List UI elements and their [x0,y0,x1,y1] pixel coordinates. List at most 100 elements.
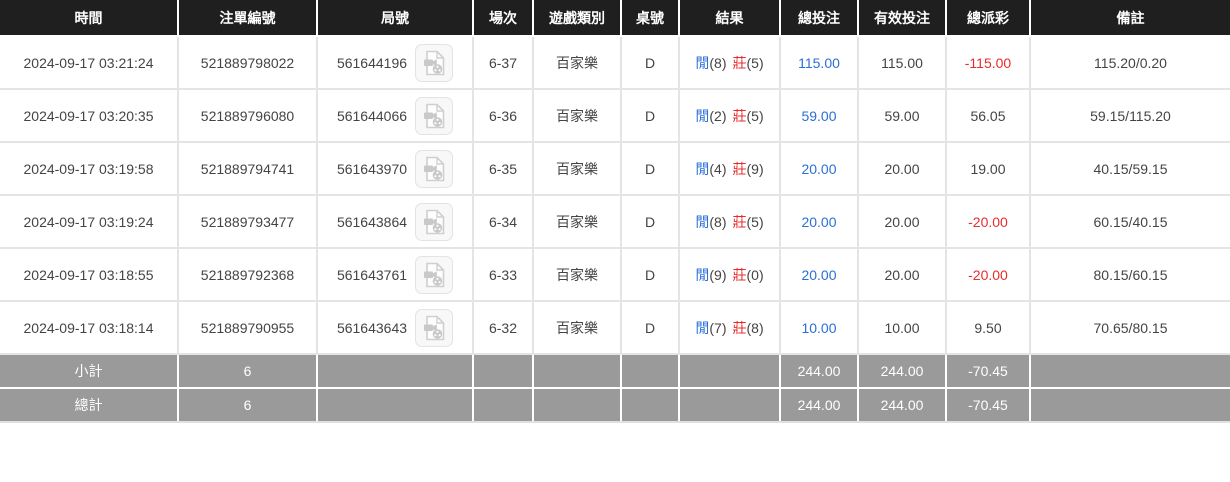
cell-remark: 59.15/115.20 [1030,89,1230,143]
cell-result: 閒(2) 莊(5) [679,89,781,143]
table-row: 2024-09-17 03:18:55 521889792368 5616437… [0,248,1230,302]
cell-game-type: 百家樂 [533,301,622,355]
round-id-text: 561643761 [336,266,408,283]
banker-result-label: 莊 [732,54,747,71]
player-result-score: (7) [709,319,727,336]
round-id-text: 561643643 [336,319,408,336]
cell-remark: 60.15/40.15 [1030,195,1230,249]
cell-total-payout: 9.50 [946,301,1031,355]
video-replay-button[interactable] [415,149,454,188]
cell-total-payout: -20.00 [946,195,1031,249]
player-result-label: 閒 [695,54,710,71]
cell-remark: 115.20/0.20 [1030,36,1230,90]
summary-empty-cell [473,354,534,389]
cell-valid-bet: 10.00 [858,301,947,355]
cell-session: 6-36 [473,89,534,143]
cell-round-id: 561643643 [317,301,474,355]
col-header-game-type: 遊戲類別 [533,0,622,37]
cell-table-no: D [621,195,680,249]
cell-result: 閒(7) 莊(8) [679,301,781,355]
player-result-label: 閒 [695,107,710,124]
cell-remark: 40.15/59.15 [1030,142,1230,196]
cell-session: 6-33 [473,248,534,302]
cell-valid-bet: 20.00 [858,248,947,302]
table-row: 2024-09-17 03:19:58 521889794741 5616439… [0,142,1230,196]
cell-result: 閒(9) 莊(0) [679,248,781,302]
cell-game-type: 百家樂 [533,36,622,90]
player-result-label: 閒 [695,319,710,336]
banker-result-label: 莊 [732,213,747,230]
banker-result-label: 莊 [732,160,747,177]
bet-history-table: 時間 注單編號 局號 場次 遊戲類別 桌號 結果 總投注 有效投注 總派彩 備註… [0,0,1230,423]
round-id-text: 561643970 [336,160,408,177]
cell-total-payout: 56.05 [946,89,1031,143]
player-result-label: 閒 [695,160,710,177]
subtotal-row: 小計 6 244.00 244.00 -70.45 [0,354,1230,389]
cell-round-id: 561644066 [317,89,474,143]
player-result-label: 閒 [695,213,710,230]
video-replay-button[interactable] [415,255,454,294]
summary-empty-cell [533,354,622,389]
banker-result-score: (9) [746,160,764,177]
cell-remark: 70.65/80.15 [1030,301,1230,355]
cell-time: 2024-09-17 03:18:55 [0,248,179,302]
summary-empty-cell [679,354,781,389]
summary-total-payout: -70.45 [946,354,1031,389]
cell-session: 6-35 [473,142,534,196]
cell-total-bet: 20.00 [780,195,859,249]
player-result-score: (4) [709,160,727,177]
col-header-total-bet: 總投注 [780,0,859,37]
cell-remark: 80.15/60.15 [1030,248,1230,302]
cell-table-no: D [621,301,680,355]
summary-total-bet: 244.00 [780,354,859,389]
video-file-icon [424,209,445,234]
video-replay-button[interactable] [415,96,454,135]
round-id-text: 561644066 [336,107,408,124]
cell-session: 6-32 [473,301,534,355]
col-header-result: 結果 [679,0,781,37]
cell-total-payout: -115.00 [946,36,1031,90]
cell-game-type: 百家樂 [533,195,622,249]
video-file-icon [424,156,445,181]
col-header-table-no: 桌號 [621,0,680,37]
cell-time: 2024-09-17 03:19:58 [0,142,179,196]
player-result-score: (8) [709,213,727,230]
summary-label: 小計 [0,354,179,389]
cell-total-payout: 19.00 [946,142,1031,196]
round-id-text: 561643864 [336,213,408,230]
col-header-remark: 備註 [1030,0,1230,37]
video-file-icon [424,315,445,340]
cell-result: 閒(8) 莊(5) [679,36,781,90]
banker-result-score: (5) [746,107,764,124]
video-replay-button[interactable] [415,43,454,82]
table-row: 2024-09-17 03:20:35 521889796080 5616440… [0,89,1230,143]
cell-round-id: 561643970 [317,142,474,196]
table-row: 2024-09-17 03:21:24 521889798022 5616441… [0,36,1230,90]
table-row: 2024-09-17 03:18:14 521889790955 5616436… [0,301,1230,355]
summary-empty-cell [533,388,622,423]
cell-time: 2024-09-17 03:21:24 [0,36,179,90]
cell-total-bet: 59.00 [780,89,859,143]
video-replay-button[interactable] [415,202,454,241]
cell-valid-bet: 59.00 [858,89,947,143]
cell-table-no: D [621,248,680,302]
banker-result-score: (5) [746,54,764,71]
cell-bet-id: 521889792368 [178,248,318,302]
banker-result-score: (0) [746,266,764,283]
col-header-time: 時間 [0,0,179,37]
col-header-total-payout: 總派彩 [946,0,1031,37]
banker-result-score: (5) [746,213,764,230]
video-replay-button[interactable] [415,308,454,347]
video-file-icon [424,103,445,128]
cell-game-type: 百家樂 [533,248,622,302]
cell-session: 6-37 [473,36,534,90]
cell-result: 閒(4) 莊(9) [679,142,781,196]
summary-empty-cell [679,388,781,423]
summary-empty-cell [473,388,534,423]
cell-bet-id: 521889798022 [178,36,318,90]
cell-total-payout: -20.00 [946,248,1031,302]
grand-total-row: 總計 6 244.00 244.00 -70.45 [0,388,1230,423]
cell-valid-bet: 20.00 [858,142,947,196]
cell-total-bet: 115.00 [780,36,859,90]
col-header-round-id: 局號 [317,0,474,37]
